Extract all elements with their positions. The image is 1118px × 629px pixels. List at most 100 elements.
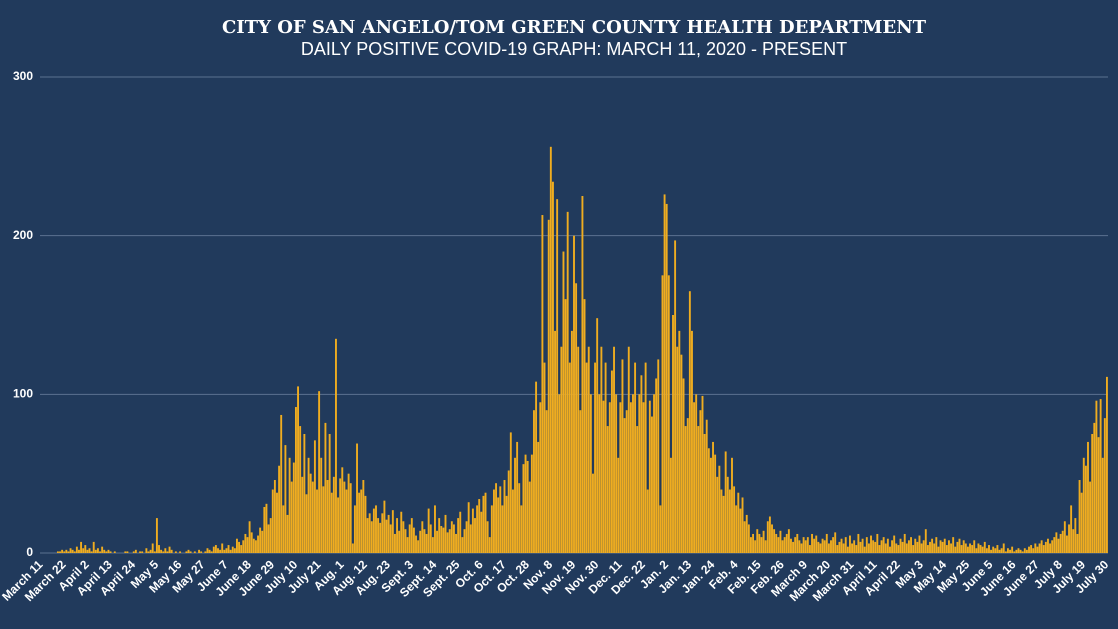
bar — [870, 535, 872, 553]
bar — [545, 410, 548, 553]
bar — [214, 545, 217, 553]
bar — [541, 215, 544, 554]
bar — [101, 546, 104, 553]
bar — [693, 402, 696, 553]
bar — [246, 537, 249, 553]
bar — [353, 505, 356, 553]
bar — [853, 540, 856, 553]
bar — [212, 546, 215, 553]
bar — [391, 510, 394, 553]
bar — [562, 251, 565, 554]
bar — [787, 529, 790, 553]
bar — [499, 486, 502, 553]
bar — [356, 443, 358, 553]
bar — [1009, 549, 1011, 553]
bar — [1070, 505, 1073, 553]
bar — [1004, 551, 1007, 553]
bar — [564, 299, 567, 553]
bar — [560, 346, 563, 553]
bar — [969, 543, 971, 553]
bar — [855, 545, 858, 553]
bar — [962, 540, 965, 553]
bar — [592, 473, 594, 553]
bar — [99, 551, 101, 553]
bar — [950, 543, 953, 553]
bar — [874, 541, 877, 553]
bar — [189, 551, 192, 553]
bar — [415, 535, 417, 553]
bar — [743, 521, 746, 553]
bar — [762, 530, 765, 553]
bar — [364, 495, 367, 553]
bar — [134, 549, 137, 553]
bar — [145, 548, 148, 553]
bar — [236, 538, 238, 553]
bar — [370, 521, 373, 553]
bar — [758, 533, 761, 553]
bar — [78, 549, 80, 553]
bar — [964, 543, 967, 553]
bar — [398, 530, 401, 553]
bar — [705, 419, 708, 553]
bar — [158, 545, 160, 553]
bar — [1093, 422, 1096, 553]
bar — [714, 454, 717, 553]
bar — [1000, 548, 1003, 553]
bar — [278, 465, 281, 553]
bar — [1091, 434, 1094, 553]
bar — [731, 457, 733, 553]
bar — [728, 489, 731, 553]
bar — [684, 426, 687, 553]
bar — [96, 548, 99, 553]
bar — [132, 551, 135, 553]
bar — [265, 503, 268, 553]
y-tick-label: 0 — [26, 545, 33, 559]
bar — [952, 537, 955, 553]
bar — [261, 530, 264, 553]
bar — [105, 551, 108, 553]
bar — [543, 362, 546, 553]
bar — [1002, 543, 1005, 553]
bar — [90, 551, 93, 553]
bar — [387, 514, 390, 553]
bar — [1053, 537, 1056, 553]
bar — [153, 551, 156, 553]
bar — [918, 535, 921, 553]
bar — [929, 541, 931, 553]
bar — [280, 414, 283, 553]
bar — [326, 480, 329, 553]
bar — [349, 483, 352, 553]
bar — [518, 483, 521, 553]
bar — [59, 551, 61, 553]
bar — [269, 518, 272, 553]
bar — [322, 486, 325, 553]
bar — [956, 541, 959, 553]
bar — [1101, 457, 1104, 553]
bar — [650, 416, 653, 553]
bar — [431, 537, 434, 553]
bar — [558, 394, 561, 553]
bar — [229, 549, 232, 553]
bar — [537, 441, 540, 553]
bar — [703, 434, 706, 553]
bar — [811, 533, 813, 553]
bar — [610, 370, 613, 553]
bar — [282, 505, 285, 553]
bar — [1068, 524, 1070, 553]
bar — [80, 541, 83, 553]
bar — [648, 400, 651, 553]
bar — [383, 500, 386, 553]
bar — [328, 434, 331, 553]
bar — [800, 543, 803, 553]
bar — [155, 518, 158, 553]
bar — [760, 537, 763, 553]
bar — [511, 489, 514, 553]
bar — [341, 467, 344, 553]
bar — [895, 543, 898, 553]
bar — [410, 518, 413, 553]
bar — [979, 545, 982, 553]
bar — [783, 537, 786, 553]
bar — [581, 196, 584, 553]
bar — [737, 492, 740, 553]
bar — [185, 551, 188, 553]
